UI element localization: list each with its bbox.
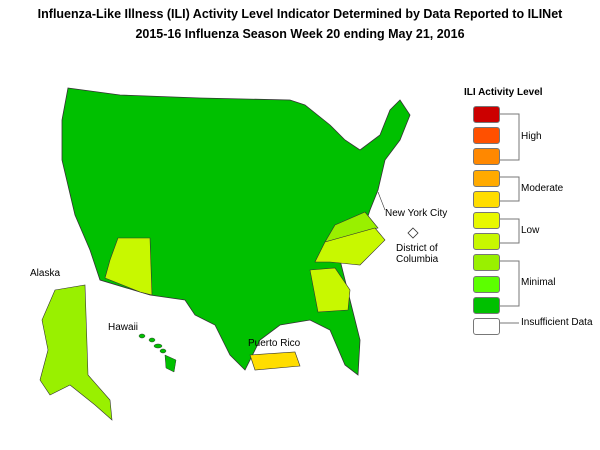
legend-swatch: [473, 318, 500, 335]
state-arizona: [104, 237, 153, 296]
map-title: Influenza-Like Illness (ILI) Activity Le…: [37, 7, 563, 21]
label-dc: District of Columbia: [396, 243, 439, 265]
legend-swatch: [473, 127, 500, 145]
label-hawaii: Hawaii: [108, 322, 139, 333]
territory-puerto-rico: [249, 351, 301, 371]
legend-group-insufficient: Insufficient Data: [521, 317, 593, 328]
label-alaska: Alaska: [30, 268, 61, 279]
legend-swatch: [473, 254, 500, 272]
legend-group-low: Low: [521, 225, 540, 236]
state-georgia: [309, 267, 351, 313]
legend-swatch: [473, 296, 500, 314]
legend-group-moderate: Moderate: [521, 183, 564, 194]
legend-swatch: [473, 275, 500, 293]
map-header: Influenza-Like Illness (ILI) Activity Le…: [0, 6, 600, 43]
state-virginia: [324, 211, 379, 243]
legend-group-high: High: [521, 131, 542, 142]
legend-title: ILI Activity Level: [464, 87, 543, 98]
legend-swatch: [473, 106, 500, 123]
state-north-carolina: [314, 227, 386, 266]
legend-swatch: [473, 190, 500, 208]
state-hawaii: [138, 333, 177, 373]
label-puerto-rico: Puerto Rico: [248, 338, 301, 349]
state-alaska: [39, 284, 113, 421]
label-nyc: New York City: [385, 208, 448, 219]
map-subtitle: 2015-16 Influenza Season Week 20 ending …: [135, 27, 465, 41]
legend-swatch: [473, 148, 500, 166]
legend-group-minimal: Minimal: [521, 277, 556, 288]
legend-swatch: [473, 233, 500, 251]
legend-swatch: [473, 169, 500, 187]
district-of-columbia-marker: [407, 227, 419, 239]
legend-swatch: [473, 212, 500, 229]
